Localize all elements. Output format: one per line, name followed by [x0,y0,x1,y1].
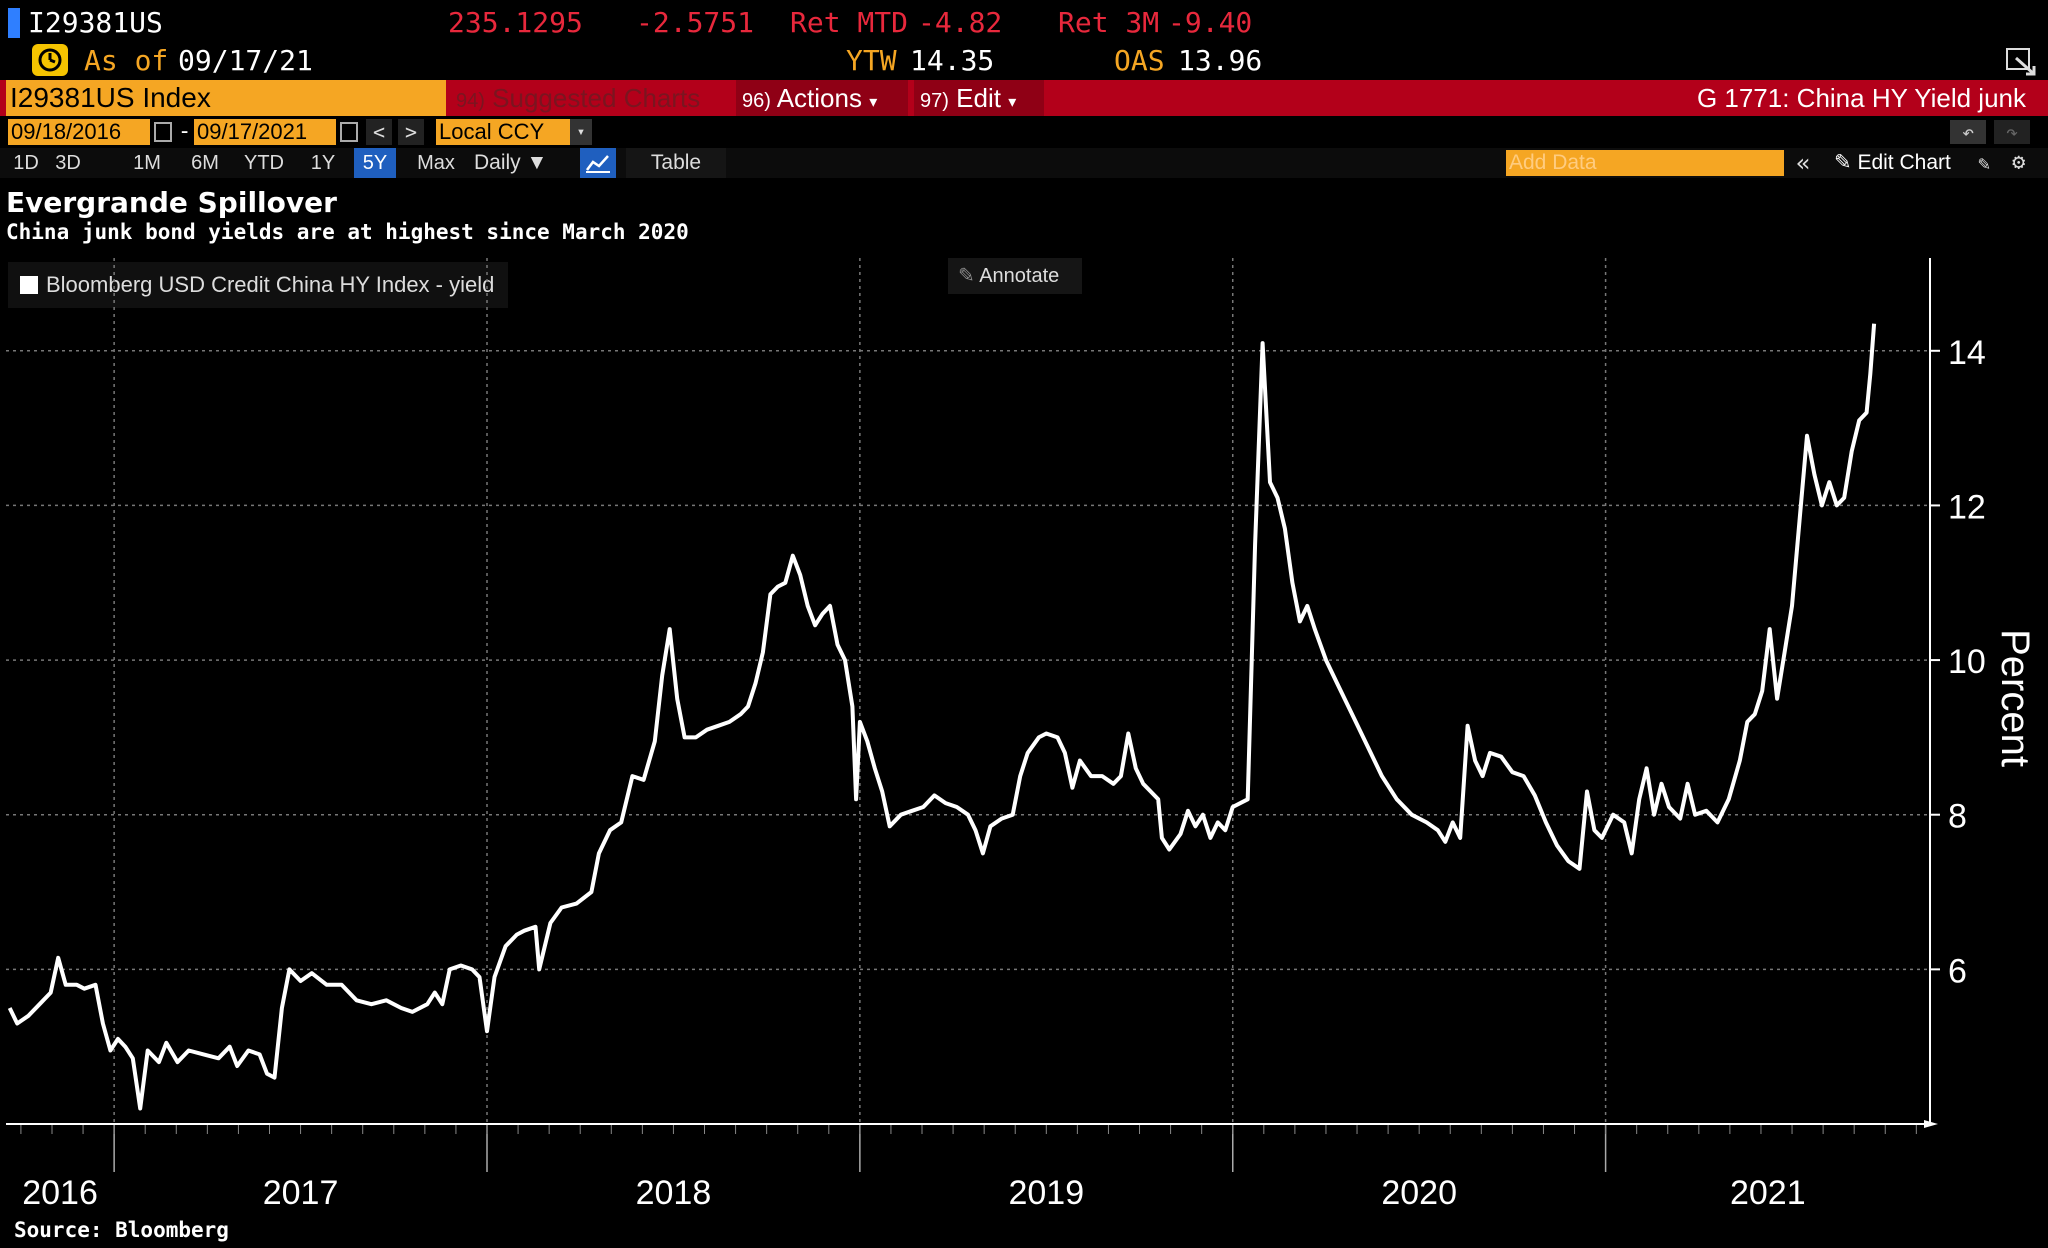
x-tick-label: 2020 [1381,1174,1457,1212]
period-6m[interactable]: 6M [191,152,219,174]
redo-button[interactable]: ↷ [1994,120,2030,144]
currency-select[interactable]: Local CCY [436,119,592,145]
chart-settings-edit-icon[interactable]: ✎ [1978,151,1991,175]
edit-chart-button[interactable]: ✎ Edit Chart [1834,148,1951,178]
period-ytd[interactable]: YTD [244,152,284,174]
legend-swatch [20,276,38,294]
ret-mtd-value: -4.82 [918,6,1003,39]
ytw-label: YTW [846,44,897,77]
pencil-icon: ✎ [1834,151,1852,174]
ret-mtd-label: Ret MTD [790,6,909,39]
as-of-label: As of [84,44,169,77]
chart-subtitle: China junk bond yields are at highest si… [6,220,689,244]
legend[interactable]: Bloomberg USD Credit China HY Index - yi… [8,262,508,308]
frequency-dropdown-icon: ▼ [526,151,548,174]
actions-number: 96) [742,90,771,112]
actions-button[interactable]: 96) Actions ▾ [736,80,908,116]
source-note: Source: Bloomberg [14,1218,229,1242]
add-data-field[interactable]: Add Data [1506,150,1784,176]
ret-3m-value: -9.40 [1168,6,1253,39]
currency-value: Local CCY [439,119,545,144]
x-tick-label: 2016 [22,1174,98,1212]
security-label: I29381US Index [10,82,211,113]
change-value: -2.5751 [636,6,755,39]
x-tick-label: 2017 [263,1174,339,1212]
end-date-value: 09/17/2021 [197,119,308,144]
x-axis-arrow [1924,1120,1938,1128]
popout-icon[interactable] [2004,44,2038,76]
ticker-marker [8,8,20,38]
edit-label: Edit [956,83,1001,113]
end-calendar-icon[interactable] [340,122,358,142]
actions-dropdown-icon: ▾ [869,94,878,111]
security-field[interactable]: I29381US Index [6,80,446,116]
y-axis-label: Percent [1993,629,2037,767]
y-tick-label: 14 [1948,334,1986,372]
price-value: 235.1295 [448,6,583,39]
end-date-field[interactable]: 09/17/2021 [194,119,336,145]
legend-label: Bloomberg USD Credit China HY Index - yi… [46,272,495,297]
prev-range-button[interactable]: < [366,119,392,145]
period-1m[interactable]: 1M [133,152,161,174]
x-tick-label: 2021 [1730,1174,1806,1212]
period-1d[interactable]: 1D [13,152,39,174]
start-date-field[interactable]: 09/18/2016 [8,119,150,145]
next-range-button[interactable]: > [398,119,424,145]
ytw-value: 14.35 [910,44,995,77]
annotate-pencil-icon: ✎ [958,265,975,287]
period-1y[interactable]: 1Y [310,152,336,174]
add-data-placeholder: Add Data [1509,151,1597,174]
series-line [7,323,1877,1111]
x-tick-label: 2018 [636,1174,712,1212]
frequency-value: Daily [474,151,521,174]
period-3d[interactable]: 3D [55,152,81,174]
chart-title-bar: G 1771: China HY Yield junk [1696,83,2026,113]
suggested-charts-label: Suggested Charts [492,83,701,113]
line-chart-icon [586,155,610,173]
collapse-icon[interactable]: « [1796,149,1811,177]
undo-button[interactable]: ↶ [1950,120,1986,144]
y-tick-label: 6 [1948,952,1967,990]
grid-lines [6,258,1930,1124]
start-calendar-icon[interactable] [154,122,172,142]
start-date-value: 09/18/2016 [11,119,122,144]
oas-label: OAS [1114,44,1165,77]
ticker-label: I29381US [28,6,163,39]
clock-icon[interactable] [32,44,68,76]
frequency-select[interactable]: Daily ▼ [474,148,547,178]
ret-3m-label: Ret 3M [1058,6,1160,39]
gear-icon[interactable]: ⚙ [2012,150,2026,175]
table-button[interactable]: Table [626,148,726,178]
range-dash: - [178,119,192,144]
edit-number: 97) [920,90,949,112]
y-tick-label: 10 [1948,643,1986,681]
annotate-label: Annotate [979,265,1060,287]
currency-dropdown-icon[interactable]: ▾ [570,119,592,145]
y-tick-label: 8 [1948,798,1967,836]
axes [6,258,1940,1172]
oas-value: 13.96 [1178,44,1263,77]
annotate-button[interactable]: ✎ Annotate [948,258,1082,294]
edit-dropdown-icon: ▾ [1008,94,1017,111]
period-5y[interactable]: 5Y [354,148,396,178]
suggested-charts-button[interactable]: 94) Suggested Charts [450,80,732,116]
edit-button[interactable]: 97) Edit ▾ [914,80,1044,116]
period-max[interactable]: Max [417,152,455,174]
y-tick-label: 12 [1948,488,1986,526]
tick-labels: 6 8 10 12 14 2016 2017 2018 2019 2020 2021 [22,334,1986,1212]
as-of-date: 09/17/21 [178,44,313,77]
x-tick-label: 2019 [1008,1174,1084,1212]
chart-type-button[interactable] [580,148,616,178]
actions-label: Actions [776,83,862,113]
edit-chart-label: Edit Chart [1857,151,1951,174]
suggested-charts-number: 94) [456,90,485,112]
chart-title: Evergrande Spillover [6,186,337,219]
